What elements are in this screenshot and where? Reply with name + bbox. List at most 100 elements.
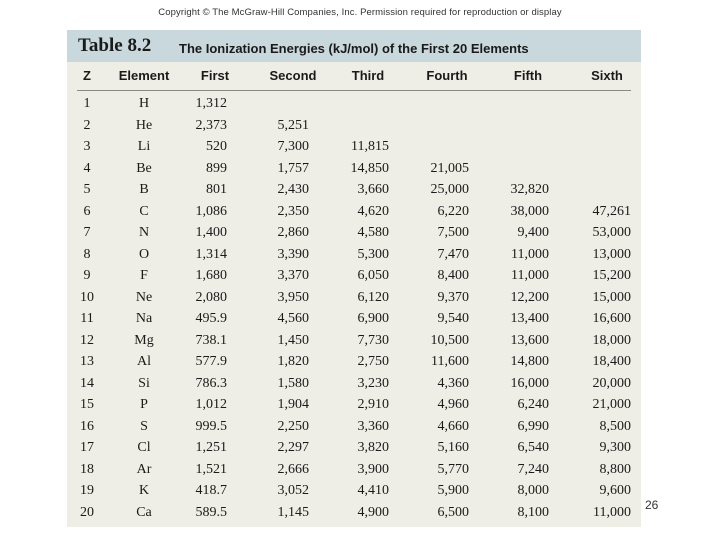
cell-first: 495.9	[195, 311, 228, 326]
cell-sixth: 11,000	[593, 504, 631, 520]
cell-sixth: 47,261	[592, 203, 632, 219]
cell-fourth: 6,500	[437, 504, 470, 520]
cell-second: 5,251	[277, 117, 310, 133]
cell-fifth: 13,400	[510, 311, 550, 326]
cell-second: 3,390	[277, 246, 310, 262]
cell-third: 3,900	[357, 461, 390, 477]
cell-z: 20	[80, 504, 94, 520]
cell-second: 1,145	[277, 504, 310, 520]
cell-second: 2,430	[277, 182, 310, 197]
cell-fourth: 7,470	[437, 246, 470, 262]
cell-fourth: 5,900	[437, 483, 470, 498]
table-row: 17 Cl 1,251 2,297 3,820 5,160 6,540 9,300	[67, 438, 641, 460]
cell-fifth: 7,240	[517, 461, 550, 477]
cell-element: F	[140, 268, 148, 283]
table-row: 14 Si 786.3 1,580 3,230 4,360 16,000 20,000	[67, 374, 641, 396]
header-sixth: Sixth	[591, 68, 623, 83]
cell-third: 4,620	[357, 203, 390, 219]
cell-z: 5	[83, 182, 91, 197]
cell-third: 6,050	[357, 268, 390, 283]
cell-z: 9	[83, 268, 91, 283]
cell-first: 1,521	[195, 461, 228, 477]
cell-sixth: 8,800	[599, 461, 632, 477]
cell-element: Ca	[136, 504, 152, 520]
cell-sixth: 15,000	[592, 289, 632, 305]
header-fourth: Fourth	[426, 68, 468, 83]
cell-fifth: 8,000	[517, 483, 550, 498]
table-row: 2 He 2,373 5,251	[67, 116, 641, 138]
cell-element: Si	[138, 375, 150, 391]
table-panel: Table 8.2 The Ionization Energies (kJ/mo…	[67, 30, 641, 527]
table-row: 6 C 1,086 2,350 4,620 6,220 38,000 47,261	[67, 202, 641, 224]
table-row: 12 Mg 738.1 1,450 7,730 10,500 13,600 18,000	[67, 331, 641, 353]
cell-fourth: 4,360	[437, 375, 470, 391]
table-header-row: Z Element First Second Third Fourth Fift…	[67, 65, 641, 87]
cell-fifth: 11,000	[511, 268, 549, 283]
table-row: 18 Ar 1,521 2,666 3,900 5,770 7,240 8,800	[67, 460, 641, 482]
cell-first: 520	[206, 139, 227, 154]
cell-fourth: 25,000	[430, 182, 470, 197]
cell-second: 2,860	[277, 225, 310, 240]
cell-z: 8	[83, 246, 91, 262]
cell-z: 12	[80, 332, 94, 348]
cell-second: 2,250	[277, 418, 310, 434]
cell-sixth: 16,600	[592, 311, 632, 326]
cell-third: 6,900	[357, 311, 390, 326]
cell-fifth: 13,600	[510, 332, 550, 348]
cell-fourth: 11,600	[431, 354, 469, 369]
cell-z: 13	[80, 354, 94, 369]
table-row: 13 Al 577.9 1,820 2,750 11,600 14,800 18,400	[67, 352, 641, 374]
table-row: 8 O 1,314 3,390 5,300 7,470 11,000 13,000	[67, 245, 641, 267]
cell-element: Cl	[137, 440, 151, 455]
table-row: 1 H 1,312	[67, 94, 641, 116]
cell-first: 1,400	[195, 225, 228, 240]
cell-z: 18	[80, 461, 94, 477]
cell-element: K	[138, 483, 150, 498]
header-first: First	[200, 68, 230, 83]
cell-sixth: 9,600	[599, 483, 632, 498]
cell-z: 1	[83, 96, 91, 111]
cell-second: 3,052	[277, 483, 310, 498]
cell-second: 3,370	[277, 268, 310, 283]
cell-first: 577.9	[195, 354, 228, 369]
cell-first: 999.5	[195, 418, 228, 434]
cell-second: 2,666	[277, 461, 310, 477]
cell-sixth: 20,000	[592, 375, 632, 391]
cell-sixth: 18,000	[592, 332, 632, 348]
cell-element: Mg	[134, 332, 154, 348]
cell-element: H	[138, 96, 150, 111]
cell-z: 7	[83, 225, 91, 240]
table-row: 11 Na 495.9 4,560 6,900 9,540 13,400 16,600	[67, 309, 641, 331]
cell-first: 1,251	[195, 440, 228, 455]
cell-element: B	[139, 182, 149, 197]
cell-third: 2,750	[357, 354, 390, 369]
cell-z: 19	[80, 483, 94, 498]
cell-z: 16	[80, 418, 94, 434]
copyright-notice: Copyright © The McGraw-Hill Companies, I…	[158, 7, 562, 18]
cell-third: 4,580	[357, 225, 390, 240]
cell-fourth: 7,500	[437, 225, 470, 240]
cell-element: S	[140, 418, 148, 434]
cell-element: He	[135, 117, 153, 133]
cell-sixth: 8,500	[599, 418, 632, 434]
cell-second: 1,580	[277, 375, 310, 391]
cell-element: Ar	[136, 461, 152, 477]
cell-fifth: 32,820	[510, 182, 550, 197]
cell-z: 15	[80, 397, 94, 412]
cell-fourth: 8,400	[437, 268, 470, 283]
cell-third: 4,410	[357, 483, 390, 498]
cell-first: 589.5	[195, 504, 228, 520]
table-body: 1 H 1,312 2 He 2,373 5,251 3 Li 520 7,300 11,815 4 Be…	[67, 94, 641, 524]
cell-fourth: 5,160	[437, 440, 470, 455]
cell-z: 11	[80, 311, 94, 326]
cell-element: Na	[135, 311, 153, 326]
header-third: Third	[351, 68, 385, 83]
cell-third: 11,815	[351, 139, 389, 154]
cell-element: Ne	[135, 289, 153, 305]
cell-first: 2,080	[195, 289, 228, 305]
cell-fourth: 9,370	[437, 289, 470, 305]
table-label: Table 8.2	[78, 35, 152, 56]
cell-third: 3,660	[357, 182, 390, 197]
cell-first: 418.7	[195, 483, 228, 498]
cell-second: 3,950	[277, 289, 310, 305]
